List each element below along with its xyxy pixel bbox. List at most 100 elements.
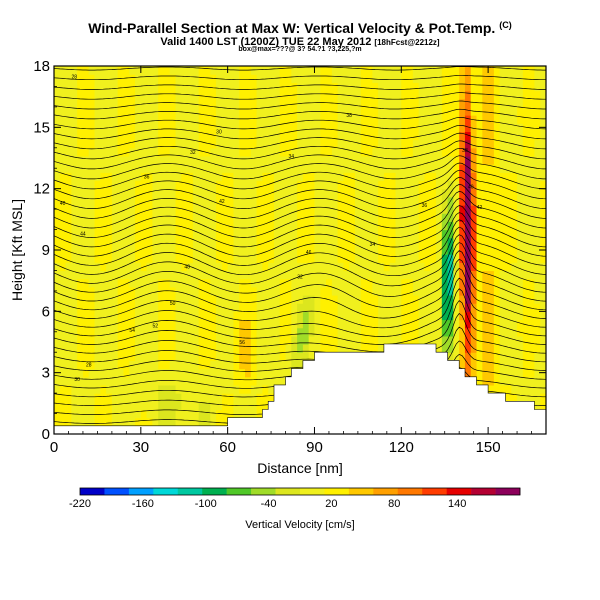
field-cell — [407, 74, 414, 83]
field-cell — [517, 123, 524, 133]
field-cell — [221, 294, 229, 304]
field-cell — [459, 221, 466, 231]
field-cell — [198, 384, 206, 394]
field-cell — [528, 270, 536, 280]
field-cell — [349, 278, 356, 288]
field-cell — [106, 115, 113, 124]
field-cell — [476, 245, 483, 255]
field-cell — [216, 401, 223, 411]
field-cell — [111, 270, 119, 280]
field-cell — [233, 245, 240, 255]
field-cell — [135, 66, 142, 75]
field-cell — [407, 98, 414, 108]
field-cell — [488, 229, 495, 239]
field-cell — [337, 245, 345, 255]
field-cell — [366, 319, 373, 329]
field-cell — [314, 221, 321, 231]
field-cell — [135, 115, 142, 124]
field-cell — [383, 286, 391, 296]
field-cell — [175, 278, 182, 288]
field-cell — [146, 172, 153, 182]
field-cell — [447, 155, 454, 165]
field-cell — [273, 286, 281, 296]
field-cell — [256, 213, 263, 222]
field-cell — [198, 393, 206, 402]
field-cell — [470, 262, 478, 272]
field-cell — [522, 360, 530, 370]
field-cell — [106, 319, 113, 329]
field-cell — [250, 123, 258, 133]
field-cell — [343, 164, 350, 173]
field-cell — [314, 213, 321, 222]
field-cell — [106, 384, 113, 394]
field-cell — [256, 205, 263, 214]
field-cell — [54, 409, 61, 419]
field-cell — [111, 123, 119, 133]
field-cell — [192, 123, 200, 133]
field-cell — [383, 327, 391, 337]
field-cell — [464, 245, 472, 255]
field-cell — [94, 131, 101, 141]
field-cell — [210, 106, 217, 116]
field-cell — [297, 303, 304, 312]
field-cell — [187, 205, 194, 214]
field-cell — [210, 188, 217, 198]
field-cell — [482, 311, 489, 321]
field-cell — [459, 270, 466, 280]
field-cell — [337, 319, 345, 329]
field-cell — [540, 384, 546, 394]
field-cell — [54, 172, 61, 182]
field-cell — [59, 82, 67, 92]
field-cell — [245, 213, 252, 222]
field-cell — [534, 352, 541, 361]
field-cell — [354, 155, 362, 165]
field-cell — [227, 278, 235, 288]
field-cell — [135, 303, 142, 312]
field-cell — [517, 164, 524, 173]
field-cell — [424, 327, 431, 337]
field-cell — [401, 188, 408, 198]
field-cell — [476, 213, 483, 222]
field-cell — [372, 205, 379, 214]
field-cell — [412, 82, 420, 92]
field-cell — [135, 131, 142, 141]
field-cell — [169, 147, 177, 157]
field-cell — [198, 164, 206, 173]
field-cell — [187, 123, 194, 133]
field-cell — [505, 376, 512, 386]
field-cell — [441, 74, 449, 83]
field-cell — [291, 139, 298, 149]
field-cell — [250, 409, 258, 419]
field-cell — [111, 376, 119, 386]
field-cell — [331, 245, 339, 255]
field-cell — [476, 123, 483, 133]
field-cell — [424, 74, 431, 83]
field-cell — [187, 335, 194, 345]
field-cell — [424, 196, 431, 206]
field-cell — [279, 319, 287, 329]
field-cell — [198, 286, 206, 296]
field-cell — [88, 344, 96, 353]
theta-contour — [54, 147, 546, 170]
field-cell — [499, 286, 507, 296]
field-cell — [117, 409, 125, 419]
field-cell — [152, 245, 159, 255]
field-cell — [378, 66, 385, 75]
field-cell — [470, 294, 478, 304]
field-cell — [395, 164, 402, 173]
field-cell — [129, 221, 136, 231]
field-cell — [117, 352, 125, 361]
field-cell — [389, 294, 397, 304]
field-cell — [383, 180, 391, 190]
field-cell — [464, 90, 472, 100]
field-cell — [239, 368, 246, 378]
field-cell — [82, 254, 90, 263]
field-cell — [493, 221, 501, 231]
field-cell — [291, 98, 298, 108]
field-cell — [192, 237, 200, 247]
field-cell — [401, 196, 408, 206]
field-cell — [326, 155, 333, 165]
field-cell — [146, 384, 153, 394]
y-tick-label: 15 — [33, 119, 50, 136]
field-cell — [198, 139, 206, 149]
